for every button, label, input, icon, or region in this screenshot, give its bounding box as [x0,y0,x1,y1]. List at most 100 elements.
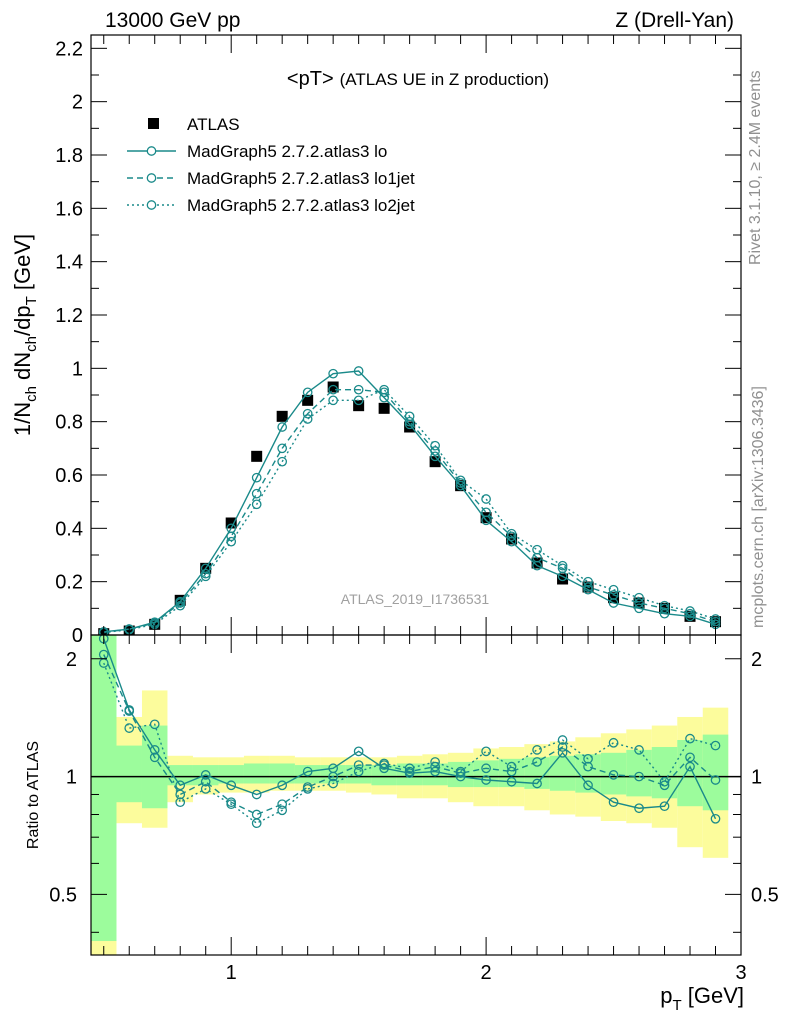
data-point [608,592,620,604]
ratio-marker [124,723,135,733]
axis-ticks: 0 0.2 0.4 0.6 0.8 1 1.2 1.4 1.6 1.8 2 2.2 1 2 3 0.5 0.5 1… [49,35,779,984]
series-marker [659,600,670,611]
legend-label: ATLAS [187,115,240,134]
band-segment [167,765,193,786]
ratio-marker [506,766,517,777]
series-marker [353,366,364,376]
data-point [327,381,339,393]
series-marker [251,472,262,483]
chart-title-line: <pT> (ATLAS UE in Z production) [287,68,549,90]
band-segment [91,635,117,942]
band-segment [116,745,142,803]
y-tick-label: 0 [72,625,83,647]
data-point [276,410,288,422]
data-point [378,402,390,414]
ratio-marker [634,745,644,755]
ratio-marker [328,778,339,789]
ratio-marker [124,706,135,716]
x-axis-label: pT [GeV] [660,983,744,1014]
series-marker [353,395,364,406]
y-tick-label: 1.4 [55,252,83,274]
ratio-marker [149,719,160,730]
ratio-marker [430,757,440,767]
band-segment [218,765,244,784]
rivet-version-text: Rivet 3.1.10, ≥ 2.4M events [747,70,764,265]
ratio-marker [532,757,542,767]
ratio-marker [685,752,695,763]
y-tick-label: 1.6 [55,198,83,220]
band-segment [294,765,321,784]
ratio-y-tick-label: 1 [66,767,77,789]
series-marker [481,507,491,518]
series-marker [226,536,237,547]
series-marker [455,480,466,491]
ratio-y-tick-label-right: 0.5 [751,884,779,906]
series-marker [302,387,313,398]
series-marker [379,387,389,398]
ratio-marker [149,752,160,763]
series-marker [277,443,288,454]
data-point [531,557,543,569]
series-marker [379,384,389,395]
data-point [302,394,314,406]
ratio-marker [200,776,211,787]
data-point [633,597,645,609]
ratio-marker [710,740,721,751]
series-marker [175,598,186,608]
series-line [103,370,716,633]
ratio-marker [557,747,568,758]
y-tick-label: 0.8 [55,412,83,434]
ratio-marker [226,780,237,791]
series-marker [302,408,313,419]
series-marker [557,563,568,574]
ratio-y-axis-label: Ratio to ATLAS [25,741,42,849]
series-marker [277,456,288,467]
ratio-marker [532,778,542,789]
series-marker [685,608,695,619]
ratio-line [103,662,716,825]
series-marker [302,414,313,424]
series-marker [685,611,695,622]
ratio-marker [506,776,517,787]
ratio-marker [328,771,339,782]
band-segment [269,763,295,784]
ratio-marker [634,771,644,782]
chart-subtitle: (ATLAS UE in Z production) [340,70,549,89]
ratio-marker [685,733,695,744]
y-tick-label: 0.2 [55,572,83,594]
ratio-marker [200,784,211,794]
ratio-marker [353,746,364,757]
legend-marker [146,146,157,156]
series-marker [353,384,364,395]
series-marker [251,499,262,510]
y-axis-label: 1/Nch dNch/dpT [GeV] [10,234,40,436]
ratio-y-tick-label: 0.5 [49,884,77,906]
ratio-y-tick-label-right: 2 [751,649,762,671]
ratio-marker [710,775,721,785]
series-marker [608,590,619,600]
ratio-marker [659,780,670,791]
y-tick-label: 1.2 [55,305,83,327]
x-tick-label: 1 [226,962,237,984]
y-tick-label: 1 [72,358,83,380]
series-line [103,388,716,634]
ratio-y-tick-label-right: 1 [751,767,762,789]
ratio-panel-frame [90,634,742,956]
ratio-marker [634,803,644,814]
ratio-marker [608,770,619,780]
ratio-marker [685,761,695,772]
x-tick-label: 2 [481,962,492,984]
mcplots-text: mcplots.cern.ch [arXiv:1306.3436] [750,386,767,628]
ratio-marker [404,763,415,774]
ratio-marker [277,799,288,810]
ratio-marker [251,809,262,820]
ratio-marker [404,766,415,777]
series-marker [557,560,568,571]
ratio-marker [379,758,389,769]
data-point [480,512,492,524]
ratio-marker [302,766,313,777]
data-point [251,450,263,462]
series-marker [506,528,517,539]
legend-label: MadGraph5 2.7.2.atlas3 lo1jet [187,169,415,188]
